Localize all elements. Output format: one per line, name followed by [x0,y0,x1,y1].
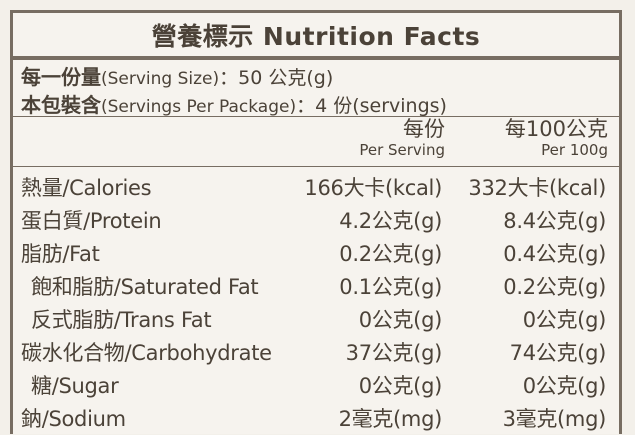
nutrient-label: 熱量/Calories [21,176,152,200]
servings-per-package-separator: ： [296,95,316,117]
per-100g-value: 0.4公克(g) [503,242,606,266]
nutrient-label: 反式脂肪/Trans Fat [31,308,212,332]
per-100g-value: 332大卡(kcal) [468,176,606,200]
nutrient-row-fat: 脂肪/Fat 0.2公克(g) 0.4公克(g) [13,237,619,270]
per-serving-header-zh: 每份 [403,117,445,141]
nutrient-row-sodium: 鈉/Sodium 2毫克(mg) 3毫克(mg) [13,402,619,435]
serving-size-separator: ： [219,67,239,89]
per-serving-value: 0公克(g) [358,308,443,332]
per-100g-header: 每100公克 Per 100g [505,117,608,159]
per-100g-header-en: Per 100g [541,141,608,159]
per-100g-value: 0公克(g) [522,308,607,332]
per-serving-value: 166大卡(kcal) [304,176,442,200]
nutrient-row-sugar: 糖/Sugar 0公克(g) 0公克(g) [13,369,619,402]
nutrient-row-carbohydrate: 碳水化合物/Carbohydrate 37公克(g) 74公克(g) [13,336,619,369]
nutrient-row-protein: 蛋白質/Protein 4.2公克(g) 8.4公克(g) [13,204,619,237]
serving-size-line: 每一份量(Serving Size)：50 公克(g) [21,61,333,90]
nutrient-label: 脂肪/Fat [21,242,100,266]
per-100g-value: 3毫克(mg) [502,407,607,431]
per-serving-value: 4.2公克(g) [339,209,442,233]
per-serving-header-en: Per Serving [359,141,445,159]
servings-per-package-label-zh: 本包裝含 [21,93,101,117]
nutrient-label: 蛋白質/Protein [21,209,162,233]
serving-divider [13,116,619,117]
nutrient-label: 鈉/Sodium [21,407,126,431]
per-serving-value: 0.1公克(g) [339,275,442,299]
servings-per-package-label-en: (Servings Per Package) [101,97,297,117]
serving-size-label-zh: 每一份量 [21,65,101,89]
per-100g-value: 8.4公克(g) [503,209,606,233]
nutrient-row-trans-fat: 反式脂肪/Trans Fat 0公克(g) 0公克(g) [13,303,619,336]
per-serving-value: 0.2公克(g) [339,242,442,266]
serving-size-value: 50 公克(g) [238,67,334,89]
nutrient-row-saturated-fat: 飽和脂肪/Saturated Fat 0.1公克(g) 0.2公克(g) [13,270,619,303]
per-100g-value: 0.2公克(g) [503,275,606,299]
per-serving-header: 每份 Per Serving [359,117,445,159]
serving-size-label-en: (Serving Size) [101,69,220,89]
per-100g-header-zh: 每100公克 [504,117,608,141]
nutrient-label: 碳水化合物/Carbohydrate [21,341,272,365]
nutrition-facts-panel: 營養標示 Nutrition Facts 每一份量(Serving Size)：… [10,10,622,434]
servings-per-package-line: 本包裝含(Servings Per Package)：4 份(servings) [21,89,447,118]
per-100g-value: 0公克(g) [522,374,607,398]
nutrient-row-calories: 熱量/Calories 166大卡(kcal) 332大卡(kcal) [13,171,619,204]
header-divider [13,166,619,167]
per-serving-value: 37公克(g) [345,341,443,365]
per-100g-value: 74公克(g) [509,341,607,365]
per-serving-value: 0公克(g) [358,374,443,398]
per-serving-value: 2毫克(mg) [338,407,443,431]
nutrition-title: 營養標示 Nutrition Facts [151,22,481,51]
servings-per-package-value: 4 份(servings) [315,95,447,117]
title-divider [13,56,619,60]
nutrient-label: 飽和脂肪/Saturated Fat [31,275,259,299]
nutrient-label: 糖/Sugar [31,374,119,398]
